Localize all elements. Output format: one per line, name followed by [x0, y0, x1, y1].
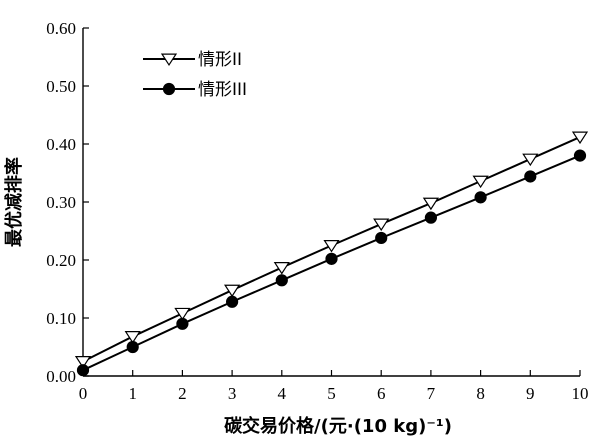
x-tick-label: 1: [128, 384, 137, 403]
data-point: [275, 274, 288, 287]
y-tick-label: 0.50: [46, 77, 76, 96]
y-tick-label: 0.20: [46, 251, 76, 270]
data-point: [573, 149, 587, 162]
data-point: [273, 262, 290, 275]
x-tick-label: 10: [572, 384, 589, 403]
data-point: [424, 211, 437, 224]
y-tick-label: 0.10: [46, 309, 76, 328]
x-tick-label: 3: [228, 384, 237, 403]
data-point: [126, 340, 139, 354]
x-tick-label: 8: [476, 384, 485, 403]
x-tick-label: 5: [327, 384, 336, 403]
data-point: [325, 252, 338, 265]
data-point: [176, 317, 189, 330]
data-point: [571, 131, 589, 145]
x-tick-label: 4: [278, 384, 287, 403]
data-point: [76, 364, 90, 377]
data-point: [422, 197, 440, 211]
data-point: [226, 295, 239, 308]
y-tick-label: 0.00: [46, 367, 76, 386]
x-axis-title: 碳交易价格/(元·(10 kg)⁻¹): [224, 415, 452, 437]
legend-marker: [160, 53, 178, 67]
data-point: [124, 331, 141, 344]
series-layer: [74, 131, 589, 377]
data-point: [375, 231, 388, 245]
x-tick-label: 2: [178, 384, 187, 403]
data-point: [522, 153, 539, 167]
y-tick-label: 0.40: [46, 135, 76, 154]
x-tick-label: 0: [79, 384, 88, 403]
y-tick-label: 0.30: [46, 193, 76, 212]
legend-item: 情形III: [143, 80, 247, 100]
y-axis-ticks: 0.00 0.10 0.20 0.30 0.40 0.50 0.60: [46, 19, 89, 386]
y-tick-label: 0.60: [46, 19, 76, 38]
x-tick-label: 6: [377, 384, 386, 403]
legend: 情形II 情形III: [143, 50, 247, 100]
legend-item: 情形II: [143, 50, 242, 70]
x-tick-label: 9: [526, 384, 535, 403]
legend-marker: [162, 82, 176, 96]
data-point: [472, 175, 489, 189]
axes: [82, 28, 580, 377]
legend-label: 情形III: [198, 80, 247, 100]
x-tick-label: 7: [427, 384, 436, 403]
series-1: [74, 131, 589, 369]
x-axis-ticks: 0 1 2 3 4 5 6 7 8 9 10: [79, 370, 589, 403]
data-point: [373, 218, 390, 232]
series-2: [76, 149, 587, 377]
data-point: [223, 284, 241, 298]
legend-label: 情形II: [198, 50, 242, 70]
y-axis-title: 最优减排率: [3, 157, 25, 247]
data-point: [174, 307, 191, 321]
data-point: [74, 356, 92, 369]
data-point: [323, 240, 340, 253]
data-point: [474, 191, 487, 204]
data-point: [524, 170, 537, 183]
